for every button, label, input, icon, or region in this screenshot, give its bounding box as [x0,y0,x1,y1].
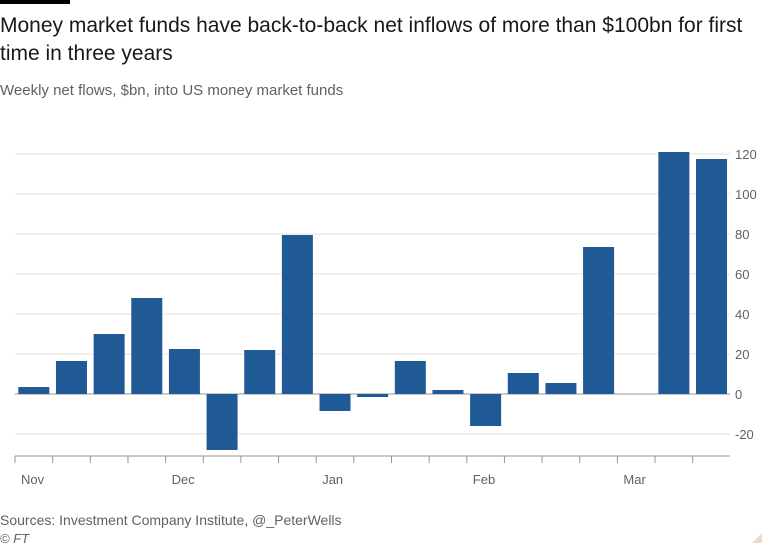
bar [545,383,577,394]
bar [55,361,87,394]
bar [583,247,615,394]
bar [281,235,313,394]
x-tick-label: Nov [21,472,45,487]
bar [696,159,728,394]
y-tick-label: -20 [735,427,754,442]
bar [319,394,351,411]
y-tick-label: 100 [735,187,757,202]
bar [507,373,539,394]
x-tick-label: Dec [172,472,196,487]
chart-subtitle: Weekly net flows, $bn, into US money mar… [0,82,344,99]
bar [18,387,50,394]
bar [168,349,200,394]
y-tick-label: 20 [735,347,749,362]
y-tick-label: 60 [735,267,749,282]
chart-title: Money market funds have back-to-back net… [0,14,743,65]
corner-mark [752,533,762,543]
bar [131,298,163,394]
y-tick-label: 80 [735,227,749,242]
x-tick-label: Feb [473,472,495,487]
bar [470,394,502,426]
x-tick-label: Mar [623,472,646,487]
bar [206,394,238,450]
y-tick-label: 40 [735,307,749,322]
bar [244,350,276,394]
y-tick-label: 0 [735,387,742,402]
bar [432,390,464,394]
bar [93,334,125,394]
x-tick-label: Jan [322,472,343,487]
bar [394,361,426,394]
source-note: Sources: Investment Company Institute, @… [0,512,342,528]
bar [658,152,690,394]
brand-bar [0,0,70,4]
bar [357,394,389,397]
ft-credit: © FT [0,531,30,546]
y-tick-label: 120 [735,147,757,162]
